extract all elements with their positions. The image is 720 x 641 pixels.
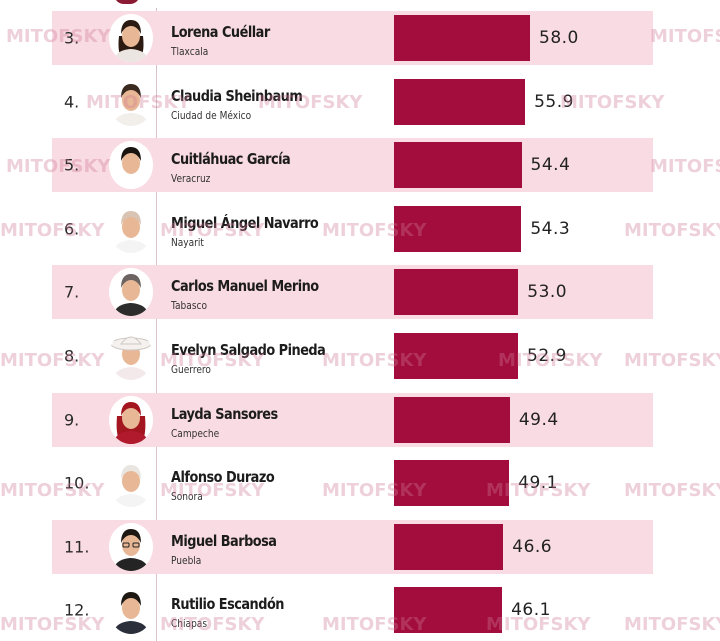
approval-value: 54.4: [530, 155, 571, 176]
avatar: [109, 204, 153, 253]
avatar: [109, 268, 153, 317]
state-name: Guerrero: [171, 364, 211, 376]
approval-value: 53.0: [527, 282, 568, 303]
state-name: Veracruz: [171, 173, 211, 186]
governor-name: Lorena Cuéllar: [171, 23, 270, 41]
column-divider: [156, 0, 157, 641]
ranking-row: 6. Miguel Ángel Navarro Nayarit 54.3: [52, 202, 653, 256]
ranking-row: 3. Lorena Cuéllar Tlaxcala 58.0: [52, 11, 653, 65]
rank-number: 4.: [64, 92, 80, 112]
ranking-row: 8. Evelyn Salgado Pineda Guerrero 52.9: [52, 329, 653, 383]
approval-value: 55.9: [534, 91, 574, 112]
approval-bar: [394, 269, 519, 316]
ranking-row: 11. Miguel Barbosa Puebla 46.6: [52, 519, 653, 574]
governor-name: Miguel Ángel Navarro: [171, 213, 319, 232]
approval-bar: [394, 523, 504, 570]
avatar: [109, 459, 153, 508]
state-name: Nayarit: [171, 236, 204, 249]
approval-bar: [394, 142, 522, 189]
approval-bar: [394, 15, 530, 61]
rank-number: 11.: [64, 537, 90, 557]
state-name: Chiapas: [171, 618, 208, 631]
approval-bar: [394, 587, 503, 634]
watermark-text: MITOFSKY: [650, 156, 720, 177]
avatar: [109, 395, 153, 444]
approval-bar: [394, 78, 526, 125]
governor-name: Claudia Sheinbaum: [171, 86, 303, 105]
ranking-row: 12. Rutilio Escandón Chiapas 46.1: [52, 583, 653, 637]
state-name: Sonora: [171, 491, 203, 504]
governor-name: Carlos Manuel Merino: [171, 277, 319, 296]
rank-number: 9.: [64, 410, 80, 430]
rank-number: 5.: [64, 155, 80, 175]
state-name: Ciudad de México: [171, 109, 252, 122]
governor-name: Miguel Barbosa: [171, 531, 277, 550]
governor-name: Alfonso Durazo: [171, 468, 275, 487]
approval-value: 46.6: [512, 536, 553, 557]
avatar-remnant: [114, 0, 140, 4]
rank-number: 12.: [64, 600, 90, 620]
rank-number: 3.: [64, 28, 80, 48]
governor-name: Evelyn Salgado Pineda: [171, 341, 326, 359]
state-name: Puebla: [171, 554, 202, 567]
approval-bar: [394, 333, 519, 379]
approval-value: 52.9: [527, 346, 567, 366]
state-name: Campeche: [171, 427, 220, 440]
ranking-row: 5. Cuitláhuac García Veracruz 54.4: [52, 138, 653, 193]
avatar: [109, 77, 153, 126]
avatar: [109, 14, 153, 62]
rank-number: 6.: [64, 219, 80, 239]
previous-row-remnant: [52, 0, 653, 8]
approval-value: 54.3: [530, 218, 571, 239]
governor-name: Layda Sansores: [171, 404, 278, 423]
approval-value: 58.0: [539, 28, 579, 48]
ranking-row: 4. Claudia Sheinbaum Ciudad de México 55.9: [52, 75, 653, 129]
approval-value: 49.4: [518, 409, 559, 430]
approval-bar: [394, 205, 522, 252]
approval-bar: [394, 460, 510, 507]
rank-number: 10.: [64, 473, 90, 493]
ranking-row: 7. Carlos Manuel Merino Tabasco 53.0: [52, 265, 653, 320]
approval-bar: [394, 396, 510, 443]
avatar: [109, 586, 153, 635]
governor-name: Cuitláhuac García: [171, 150, 291, 169]
approval-value: 49.1: [518, 473, 558, 494]
state-name: Tlaxcala: [171, 46, 209, 58]
avatar: [109, 141, 153, 190]
approval-value: 46.1: [511, 600, 551, 621]
watermark-text: MITOFSKY: [650, 26, 720, 47]
state-name: Tabasco: [171, 300, 208, 313]
rank-number: 8.: [64, 346, 80, 366]
ranking-row: 9. Layda Sansores Campeche 49.4: [52, 392, 653, 447]
governor-name: Rutilio Escandón: [171, 595, 284, 614]
avatar: [109, 522, 153, 571]
avatar: [109, 332, 153, 380]
rank-number: 7.: [64, 282, 80, 302]
ranking-row: 10. Alfonso Durazo Sonora 49.1: [52, 456, 653, 510]
